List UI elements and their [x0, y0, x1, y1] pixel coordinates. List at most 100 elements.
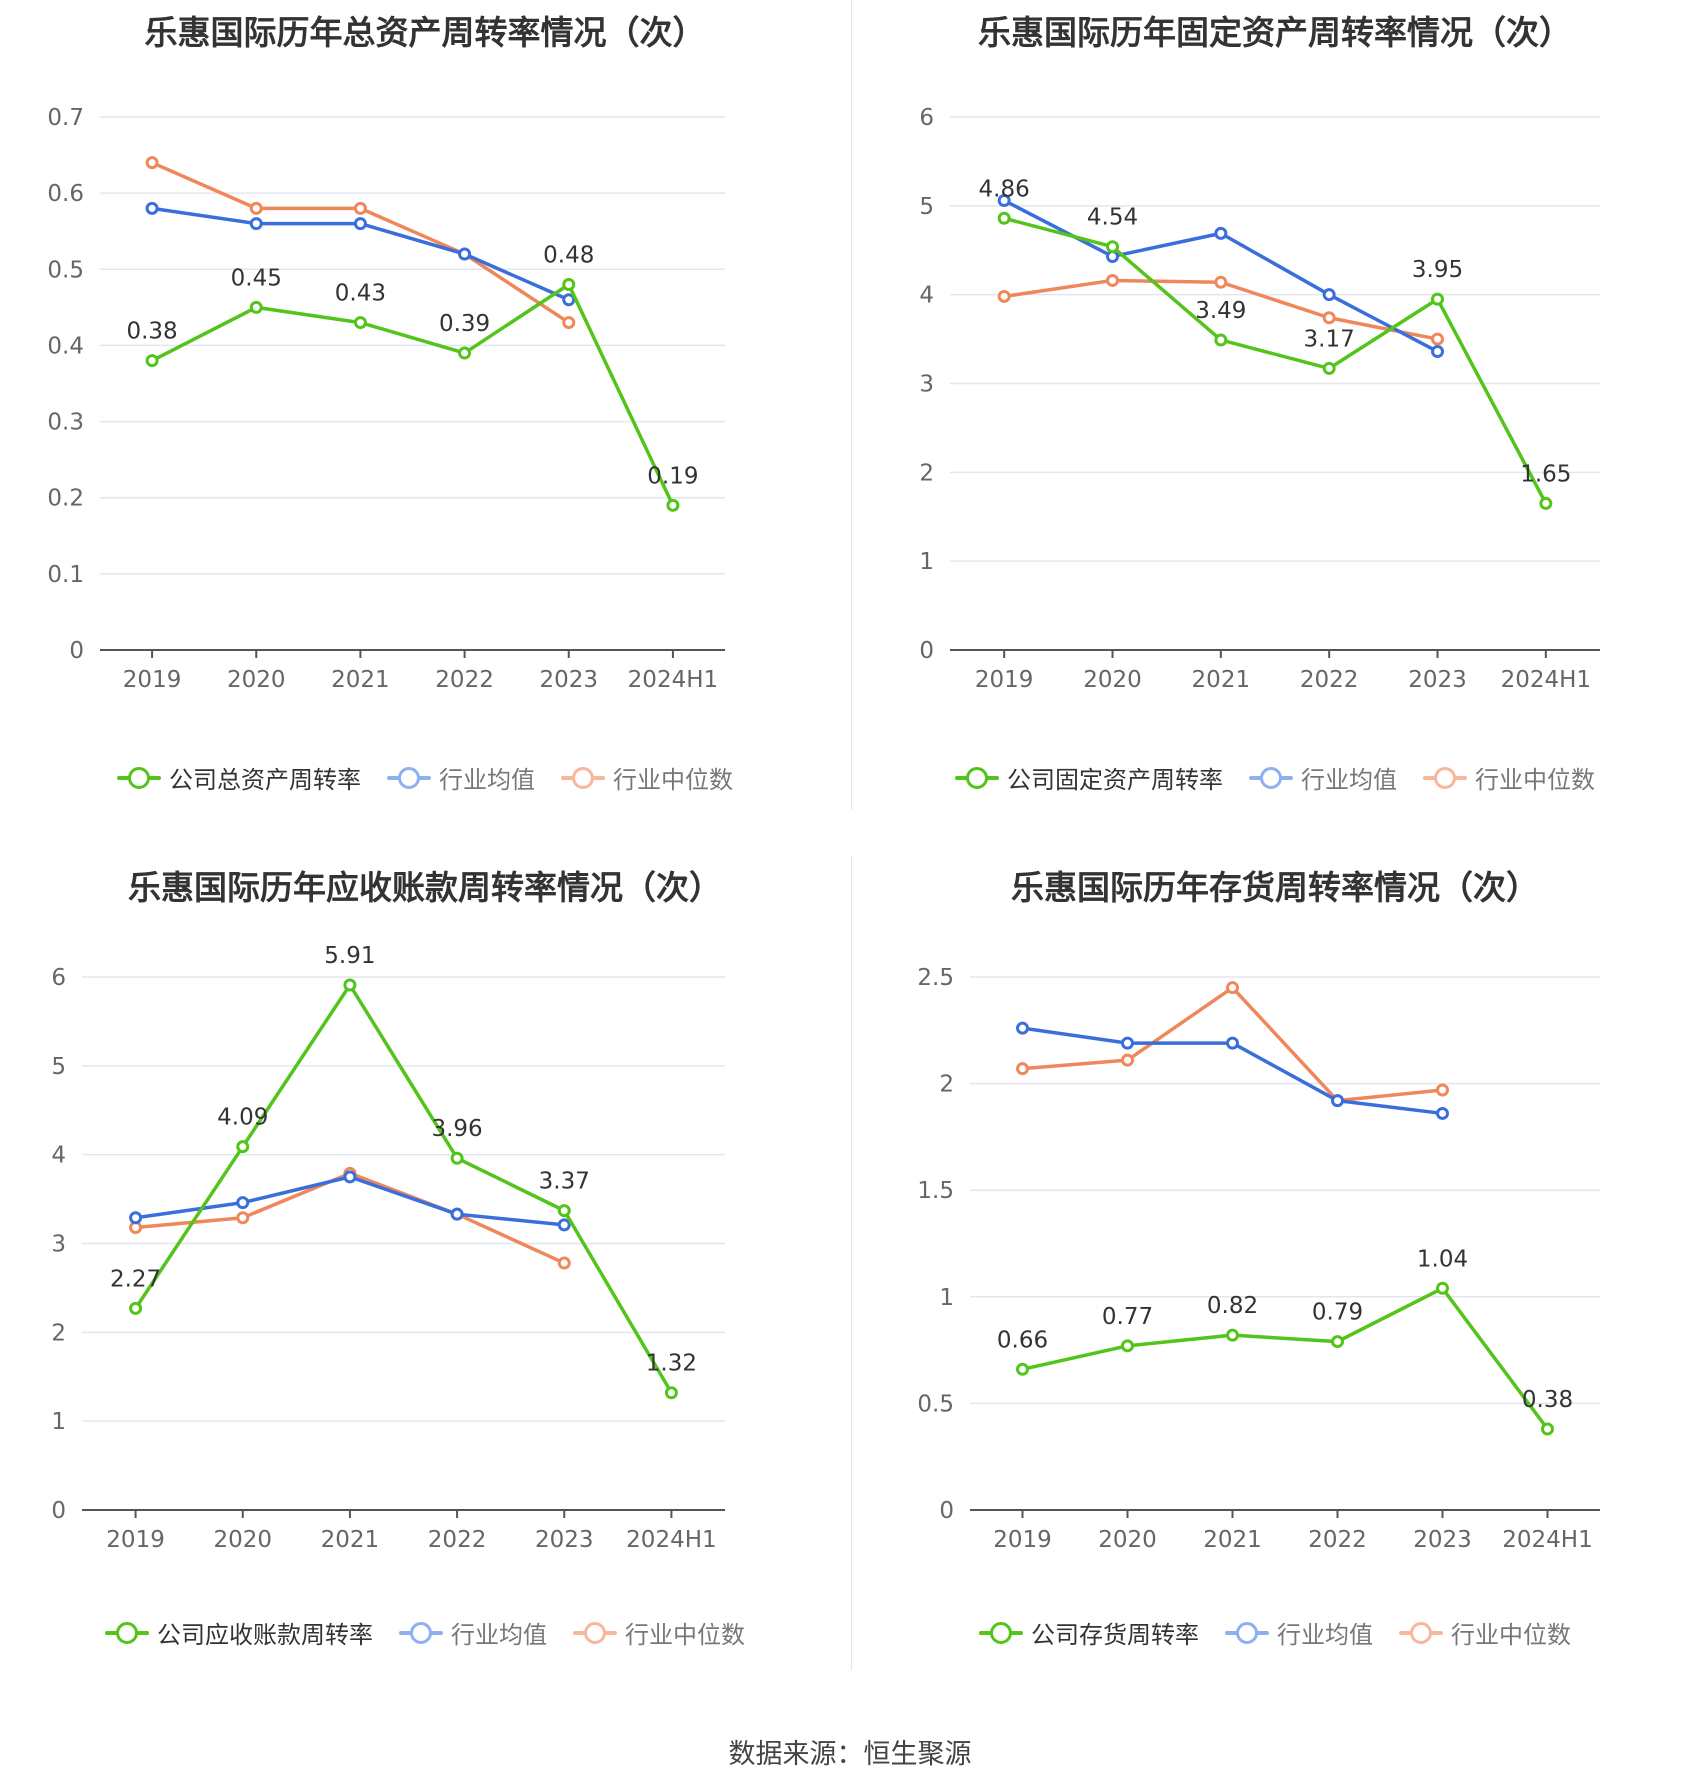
chart-legend: 公司固定资产周转率 行业均值 行业中位数 [850, 760, 1700, 795]
x-tick-label: 2020 [1098, 1527, 1157, 1553]
data-label: 0.82 [1207, 1293, 1258, 1319]
data-point [145, 156, 159, 170]
x-tick-label: 2021 [331, 667, 390, 693]
data-point [1226, 1036, 1239, 1050]
data-point [557, 1256, 571, 1270]
data-point [353, 316, 367, 330]
legend-label: 公司固定资产周转率 [1007, 766, 1223, 794]
data-point [236, 1196, 250, 1210]
data-point [343, 978, 357, 992]
data-point [1214, 275, 1228, 289]
x-tick-label: 2020 [227, 667, 286, 693]
legend-label: 行业中位数 [1475, 766, 1595, 794]
legend-item-industry-avg[interactable]: 行业均值 [1225, 1615, 1373, 1650]
x-tick-label: 2022 [435, 667, 494, 693]
x-tick-label: 2019 [993, 1527, 1052, 1553]
data-label: 3.17 [1304, 326, 1355, 352]
legend-item-industry-median[interactable]: 行业中位数 [1399, 1615, 1571, 1650]
chart-title: 乐惠国际历年应收账款周转率情况（次） [128, 868, 722, 907]
legend-item-industry-avg[interactable]: 行业均值 [387, 760, 535, 795]
data-label: 3.96 [431, 1116, 482, 1142]
legend-item-industry-avg[interactable]: 行业均值 [399, 1615, 547, 1650]
data-label: 1.65 [1520, 461, 1571, 487]
chart-panel-fixed-asset-turnover: 乐惠国际历年固定资产周转率情况（次） 0 1 2 3 4 5 6 2019 2020 2021 20… [850, 0, 1700, 860]
data-point [1226, 981, 1239, 995]
legend-item-industry-avg[interactable]: 行业均值 [1249, 760, 1397, 795]
legend-label: 公司总资产周转率 [169, 766, 361, 794]
data-point [1214, 333, 1228, 347]
x-tick-label: 2023 [1408, 667, 1467, 693]
legend-label: 公司存货周转率 [1031, 1621, 1199, 1649]
x-tick-label: 2024H1 [626, 1527, 716, 1553]
legend-item-company[interactable]: 公司总资产周转率 [117, 760, 361, 795]
y-tick-label: 1 [51, 1409, 66, 1435]
data-point [236, 1211, 250, 1225]
legend-item-company[interactable]: 公司固定资产周转率 [955, 760, 1223, 795]
y-tick-label: 1.5 [917, 1178, 954, 1204]
data-point [236, 1140, 250, 1154]
data-point [1121, 1036, 1134, 1050]
legend-line-circle-icon [561, 766, 605, 789]
data-point [997, 194, 1011, 208]
chart-plot: 0 0.5 1 1.5 2 2.5 2019 2020 2021 2022 2023 2024H1 0.… [917, 965, 1600, 1553]
y-tick-label: 6 [51, 965, 66, 991]
data-point [1436, 1083, 1449, 1097]
legend-line-circle-icon [979, 1621, 1023, 1644]
data-point [458, 247, 472, 261]
data-point [664, 1386, 678, 1400]
data-point [997, 211, 1011, 225]
data-point [1331, 1335, 1344, 1349]
y-tick-label: 0 [69, 638, 84, 664]
data-point [458, 346, 472, 360]
data-point [1541, 1422, 1554, 1436]
data-point [1121, 1339, 1134, 1353]
x-tick-label: 2024H1 [1502, 1527, 1592, 1553]
data-label: 0.79 [1312, 1300, 1363, 1326]
data-point [145, 201, 159, 215]
y-tick-label: 4 [51, 1143, 66, 1169]
data-point [1016, 1062, 1029, 1076]
data-point [557, 1204, 571, 1218]
y-tick-label: 6 [919, 105, 934, 131]
data-point [1106, 273, 1119, 287]
legend-item-company[interactable]: 公司存货周转率 [979, 1615, 1199, 1650]
data-label: 1.04 [1417, 1246, 1468, 1272]
legend-item-industry-median[interactable]: 行业中位数 [1423, 760, 1595, 795]
legend-line-circle-icon [573, 1621, 617, 1644]
data-source-footnote: 数据来源：恒生聚源 [728, 1739, 972, 1770]
legend-item-company[interactable]: 公司应收账款周转率 [105, 1615, 373, 1650]
data-point [1322, 311, 1336, 325]
legend-line-circle-icon [1225, 1621, 1269, 1644]
data-label: 0.77 [1102, 1304, 1153, 1330]
legend-label: 行业中位数 [625, 1621, 745, 1649]
data-label: 1.32 [646, 1351, 697, 1377]
legend-label: 公司应收账款周转率 [157, 1621, 373, 1649]
chart-title: 乐惠国际历年存货周转率情况（次） [1011, 868, 1539, 907]
data-label: 3.95 [1412, 257, 1463, 283]
data-label: 4.86 [979, 176, 1030, 202]
data-point [1539, 496, 1553, 510]
chart-title: 乐惠国际历年固定资产周转率情况（次） [978, 13, 1572, 52]
x-tick-label: 2021 [321, 1527, 380, 1553]
legend-label: 行业均值 [1301, 766, 1397, 794]
data-label: 4.54 [1087, 205, 1138, 231]
y-tick-label: 1 [919, 549, 934, 575]
chart-plot: 0 0.1 0.2 0.3 0.4 0.5 0.6 0.7 2019 2020 2021 2022 20… [47, 105, 725, 693]
y-tick-label: 3 [51, 1232, 66, 1258]
legend-line-circle-icon [105, 1621, 149, 1644]
data-point [1016, 1021, 1029, 1035]
legend-line-circle-icon [117, 766, 161, 789]
data-point [1431, 332, 1444, 346]
data-point [129, 1301, 143, 1315]
x-tick-label: 2021 [1192, 667, 1251, 693]
legend-item-industry-median[interactable]: 行业中位数 [573, 1615, 745, 1650]
data-label: 0.38 [126, 319, 177, 345]
data-point [1226, 1328, 1239, 1342]
data-point [353, 201, 367, 215]
industry-avg-line [135, 1175, 565, 1227]
x-tick-label: 2023 [539, 667, 598, 693]
x-tick-label: 2022 [428, 1527, 487, 1553]
legend-line-circle-icon [1399, 1621, 1443, 1644]
legend-item-industry-median[interactable]: 行业中位数 [561, 760, 733, 795]
data-point [1436, 1281, 1449, 1295]
